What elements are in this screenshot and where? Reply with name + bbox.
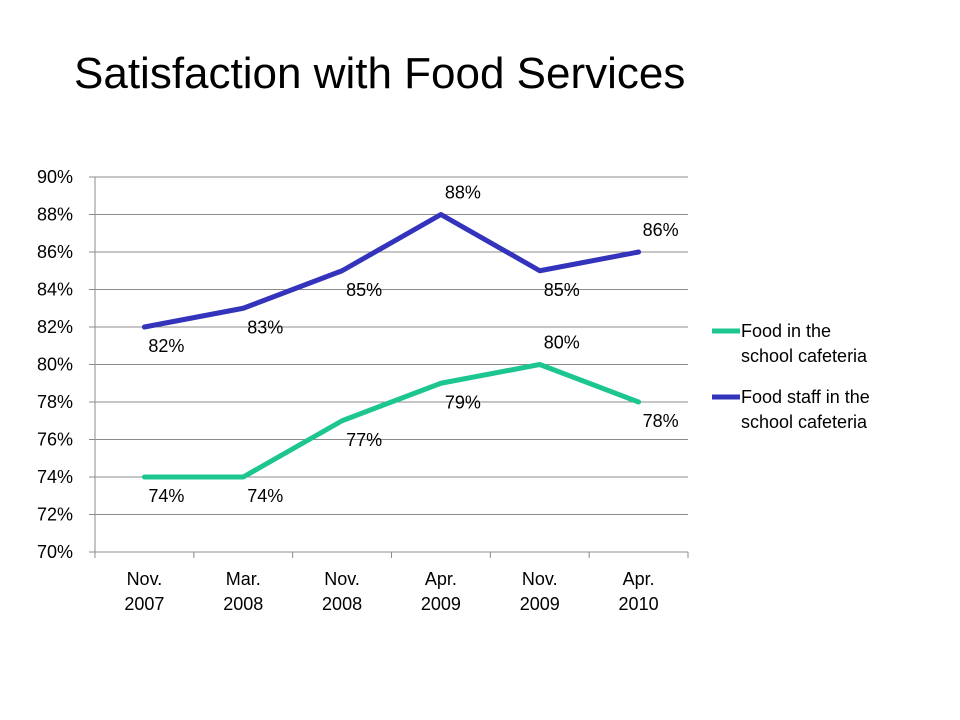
data-label: 80% [544,333,580,353]
data-label: 74% [148,486,184,506]
series-line-2 [141,212,642,330]
y-tick-label: 72% [37,505,73,525]
x-axis-tick-labels: Nov. 2007 Mar. 2008 Nov. 2008 Apr. 2009 Nov. 2009… [124,569,658,614]
y-tick-label: 80% [37,355,73,375]
y-axis-tick-labels: 70% 72% 74% 76% 78% 80% 82% 84% 86% 88% 90% [37,167,73,562]
series-line-1 [141,362,642,480]
data-labels: 74% 74% 77% 79% 80% 78% 82% 83% 85% 88% 85% 86% [148,183,678,507]
legend-label: Food in the school cafeteria [741,321,868,366]
y-tick-label: 88% [37,205,73,225]
x-tick-label: Nov. 2008 [322,569,362,614]
y-tick-label: 74% [37,467,73,487]
x-tick-label: Nov. 2009 [520,569,560,614]
legend-label: Food staff in the school cafeteria [741,387,870,432]
data-label: 85% [544,280,580,300]
data-label: 83% [247,317,283,337]
y-tick-label: 70% [37,542,73,562]
x-tick-label: Apr. 2009 [421,569,461,614]
slide-title: Satisfaction with Food Services [74,49,686,98]
axes [89,176,689,558]
data-label: 78% [643,411,679,431]
data-label: 77% [346,430,382,450]
y-tick-label: 82% [37,317,73,337]
y-tick-label: 78% [37,392,73,412]
x-tick-label: Apr. 2010 [619,569,659,614]
data-label: 79% [445,392,481,412]
y-tick-label: 90% [37,167,73,187]
x-tick-label: Mar. 2008 [223,569,263,614]
data-label: 85% [346,280,382,300]
legend: Food in the school cafeteria Food staff in… [712,321,870,432]
y-tick-label: 86% [37,242,73,262]
y-tick-label: 84% [37,280,73,300]
data-label: 74% [247,486,283,506]
y-tick-label: 76% [37,430,73,450]
series-lines [141,212,642,480]
data-label: 82% [148,336,184,356]
data-label: 88% [445,183,481,203]
gridlines [95,176,688,515]
data-label: 86% [643,220,679,240]
x-tick-label: Nov. 2007 [124,569,164,614]
